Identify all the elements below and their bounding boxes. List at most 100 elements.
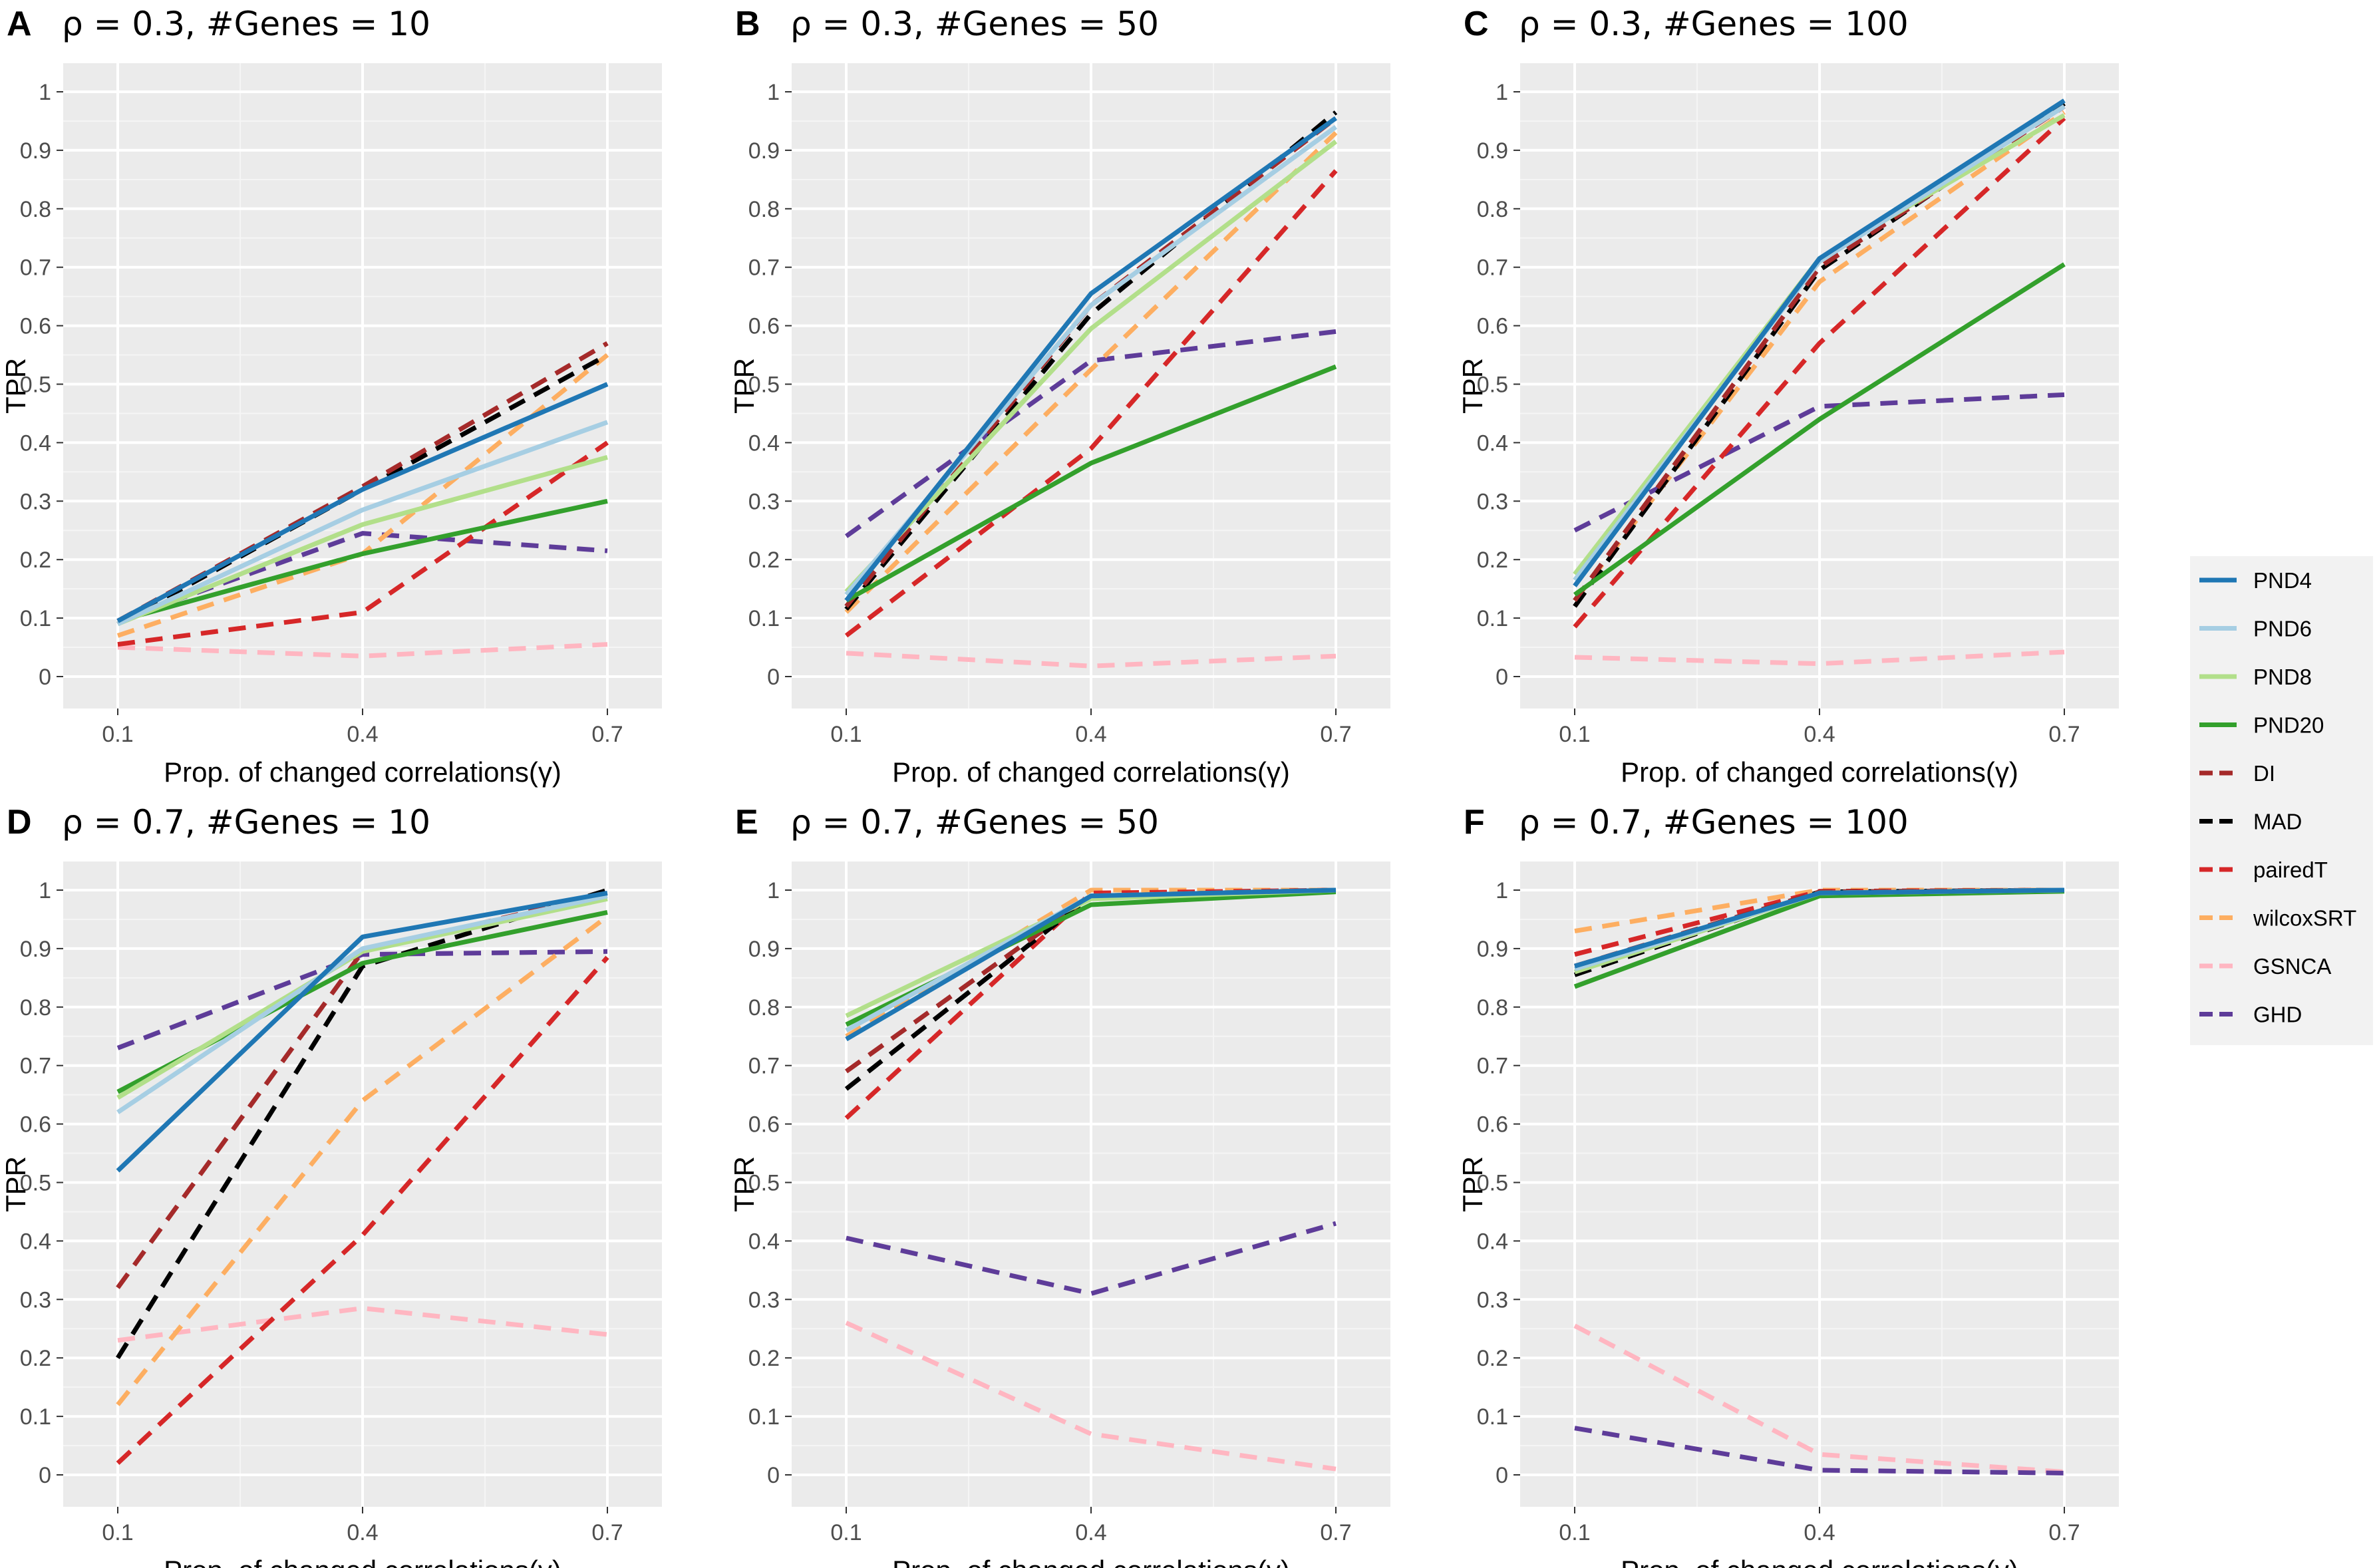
x-tick-label: 0.4 — [347, 722, 378, 747]
y-axis-title: TPR — [1457, 1156, 1488, 1212]
y-tick-label: 1 — [767, 80, 780, 105]
series-line-pnd4 — [116, 382, 609, 623]
series-line-gsnca — [1573, 1323, 2065, 1475]
x-tick-label: 0.4 — [1075, 1520, 1106, 1545]
panel-letter: F — [1464, 803, 1485, 842]
panel-e: 0 0.1 0.2 0.3 0.4 0.5 0.6 0.7 0.8 0.9 1 0.1 0.4 0.7 Pr… — [728, 803, 1390, 1568]
x-tick-label: 0.4 — [347, 1520, 378, 1545]
y-tick-label: 0.4 — [20, 430, 51, 456]
series-line-ghd — [846, 1221, 1337, 1297]
y-tick-label: 0.9 — [748, 138, 780, 164]
legend-label: PND8 — [2253, 665, 2312, 689]
panel-d: 0 0.1 0.2 0.3 0.4 0.5 0.6 0.7 0.8 0.9 1 0.1 0.4 0.7 Pr… — [0, 803, 662, 1568]
panel-title: ρ = 0.3, #Genes = 10 — [62, 5, 430, 43]
panel-letter: A — [7, 5, 32, 43]
y-tick-label: 0 — [767, 1463, 780, 1488]
y-tick-label: 1 — [39, 80, 51, 105]
y-tick-label: 0.8 — [1477, 995, 1508, 1020]
panel-b: 0 0.1 0.2 0.3 0.4 0.5 0.6 0.7 0.8 0.9 1 0.1 0.4 0.7 Pr… — [728, 5, 1390, 788]
panel-letter: D — [7, 803, 32, 842]
series-line-pnd8 — [116, 896, 608, 1100]
x-tick-label: 0.4 — [1804, 722, 1835, 747]
y-axis-title: TPR — [728, 358, 760, 414]
y-tick-label: 0 — [39, 665, 51, 690]
y-tick-label: 0.8 — [20, 197, 51, 222]
y-tick-label: 0.6 — [1477, 314, 1508, 339]
y-tick-label: 0.1 — [20, 606, 51, 631]
panel-letter: B — [735, 5, 760, 43]
y-tick-label: 0 — [767, 665, 780, 690]
legend-entry-ghd: GHD — [2194, 994, 2302, 1034]
y-tick-label: 0.9 — [20, 138, 51, 164]
legend-label: PND20 — [2253, 713, 2324, 738]
y-tick-label: 0.4 — [1477, 1229, 1508, 1254]
legend-entry-pairedt: pairedT — [2194, 850, 2328, 889]
legend: PND4 PND6 PND8 PND20 DI MAD pairedT wilcoxSRT GS… — [2190, 556, 2373, 1045]
panel-title: ρ = 0.7, #Genes = 10 — [62, 803, 430, 842]
y-tick-label: 0.5 — [20, 1171, 51, 1196]
y-tick-label: 0.1 — [20, 1404, 51, 1430]
y-tick-label: 0.9 — [1477, 937, 1508, 962]
x-tick-label: 0.1 — [830, 722, 862, 747]
series-line-pnd4 — [845, 887, 1337, 1042]
legend-entry-pnd6: PND6 — [2194, 608, 2312, 649]
y-tick-label: 0.2 — [20, 548, 51, 573]
y-tick-label: 0.5 — [1477, 1171, 1508, 1196]
x-tick-label: 0.1 — [1559, 722, 1590, 747]
x-tick-label: 0.7 — [1320, 1520, 1351, 1545]
x-axis-title: Prop. of changed correlations(γ) — [892, 1555, 1290, 1568]
y-tick-label: 0.1 — [748, 606, 780, 631]
y-tick-label: 0.8 — [20, 995, 51, 1020]
y-axis-title: TPR — [728, 1156, 760, 1212]
y-tick-label: 0.7 — [748, 255, 780, 281]
x-tick-label: 0.1 — [102, 1520, 133, 1545]
series-line-ghd — [844, 329, 1337, 538]
legend-label: wilcoxSRT — [2253, 906, 2356, 931]
y-tick-label: 0 — [1496, 1463, 1508, 1488]
series-line-pnd4 — [116, 890, 608, 1173]
legend-label: DI — [2253, 761, 2275, 786]
legend-label: GHD — [2253, 1003, 2302, 1027]
y-tick-label: 0.5 — [1477, 373, 1508, 398]
y-tick-label: 0.4 — [748, 430, 780, 456]
y-tick-label: 0.2 — [1477, 1346, 1508, 1371]
series-line-ghd — [1573, 392, 2065, 533]
panel-title: ρ = 0.3, #Genes = 50 — [790, 5, 1159, 43]
y-tick-label: 0.9 — [748, 937, 780, 962]
panel-title: ρ = 0.7, #Genes = 50 — [790, 803, 1159, 842]
x-tick-label: 0.7 — [591, 1520, 623, 1545]
legend-entry-pnd4: PND4 — [2194, 560, 2312, 600]
y-tick-label: 0.6 — [748, 1112, 780, 1138]
y-tick-label: 1 — [1496, 80, 1508, 105]
legend-entry-gsnca: GSNCA — [2194, 946, 2331, 986]
y-tick-label: 0.2 — [20, 1346, 51, 1371]
panel-a: 0 0.1 0.2 0.3 0.4 0.5 0.6 0.7 0.8 0.9 1 0.1 0.4 0.7 Pr… — [0, 5, 662, 788]
panel-c: 0 0.1 0.2 0.3 0.4 0.5 0.6 0.7 0.8 0.9 1 0.1 0.4 0.7 Pr… — [1457, 5, 2119, 788]
y-tick-label: 0.8 — [748, 995, 780, 1020]
series-line-pnd4 — [844, 116, 1338, 602]
x-tick-label: 0.4 — [1075, 722, 1106, 747]
y-tick-label: 0.7 — [748, 1054, 780, 1079]
series-line-pnd8 — [116, 455, 608, 627]
y-tick-label: 1 — [1496, 878, 1508, 903]
y-tick-label: 0.6 — [20, 1112, 51, 1138]
legend-label: pairedT — [2253, 858, 2328, 882]
x-axis-title: Prop. of changed correlations(γ) — [892, 756, 1290, 788]
y-tick-label: 0.6 — [20, 314, 51, 339]
x-tick-label: 0.1 — [102, 722, 133, 747]
y-tick-label: 0.2 — [748, 548, 780, 573]
y-tick-label: 0.1 — [1477, 606, 1508, 631]
legend-label: PND4 — [2253, 568, 2312, 593]
y-axis-title: TPR — [1457, 358, 1488, 414]
series-line-pnd4 — [1573, 98, 2066, 587]
panel-f: 0 0.1 0.2 0.3 0.4 0.5 0.6 0.7 0.8 0.9 1 0.1 0.4 0.7 Pr… — [1457, 803, 2119, 1568]
y-tick-label: 0.6 — [748, 314, 780, 339]
x-axis-title: Prop. of changed correlations(γ) — [1621, 1555, 2018, 1568]
series-line-wilcoxsrt — [1573, 110, 2066, 602]
y-axis-title: TPR — [0, 358, 31, 414]
y-tick-label: 0.3 — [748, 489, 780, 514]
panel-title: ρ = 0.3, #Genes = 100 — [1519, 5, 1909, 43]
legend-entry-di: DI — [2194, 753, 2275, 793]
series-line-gsnca — [845, 1321, 1337, 1472]
